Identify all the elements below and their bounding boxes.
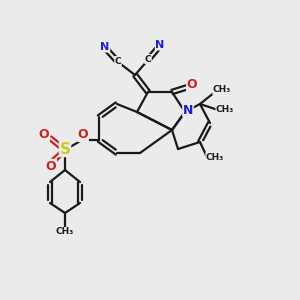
Text: N: N: [155, 40, 165, 50]
Text: CH₃: CH₃: [213, 85, 231, 94]
Text: O: O: [39, 128, 49, 142]
Text: O: O: [187, 79, 197, 92]
Text: CH₃: CH₃: [56, 227, 74, 236]
Text: O: O: [78, 128, 88, 142]
Text: CH₃: CH₃: [216, 106, 234, 115]
Text: C: C: [145, 55, 151, 64]
Text: N: N: [100, 42, 109, 52]
Text: S: S: [59, 142, 70, 157]
Text: C: C: [115, 56, 121, 65]
Text: CH₃: CH₃: [206, 152, 224, 161]
Text: N: N: [183, 103, 193, 116]
Text: O: O: [46, 160, 56, 172]
